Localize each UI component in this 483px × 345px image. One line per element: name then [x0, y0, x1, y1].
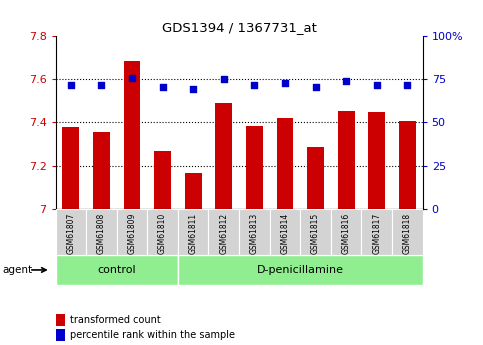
- Bar: [117, 209, 147, 255]
- Bar: [369, 112, 385, 209]
- Text: GSM61812: GSM61812: [219, 213, 228, 254]
- Bar: [399, 121, 416, 209]
- Text: control: control: [98, 265, 136, 275]
- Point: [373, 82, 381, 87]
- Bar: [246, 126, 263, 209]
- Text: GSM61810: GSM61810: [158, 213, 167, 254]
- Bar: [178, 255, 423, 285]
- Bar: [86, 209, 117, 255]
- Text: agent: agent: [2, 265, 32, 275]
- Point: [403, 82, 411, 87]
- Bar: [300, 209, 331, 255]
- Point: [159, 84, 167, 90]
- Text: percentile rank within the sample: percentile rank within the sample: [70, 330, 235, 340]
- Point: [189, 86, 197, 91]
- Bar: [56, 255, 178, 285]
- Bar: [147, 209, 178, 255]
- Point: [281, 80, 289, 86]
- Text: GSM61815: GSM61815: [311, 213, 320, 254]
- Bar: [215, 103, 232, 209]
- Text: GSM61817: GSM61817: [372, 213, 381, 254]
- Bar: [338, 111, 355, 209]
- Point: [128, 75, 136, 80]
- Bar: [185, 173, 201, 209]
- Bar: [124, 61, 141, 209]
- Text: GSM61816: GSM61816: [341, 213, 351, 254]
- Title: GDS1394 / 1367731_at: GDS1394 / 1367731_at: [162, 21, 316, 34]
- Bar: [56, 329, 65, 341]
- Bar: [270, 209, 300, 255]
- Bar: [239, 209, 270, 255]
- Text: GSM61807: GSM61807: [66, 213, 75, 254]
- Text: transformed count: transformed count: [70, 315, 161, 325]
- Bar: [209, 209, 239, 255]
- Point: [220, 77, 227, 82]
- Text: GSM61808: GSM61808: [97, 213, 106, 254]
- Text: GSM61811: GSM61811: [189, 213, 198, 254]
- Text: GSM61818: GSM61818: [403, 213, 412, 254]
- Point: [251, 82, 258, 87]
- Bar: [277, 118, 293, 209]
- Text: GSM61814: GSM61814: [281, 213, 289, 254]
- Bar: [178, 209, 209, 255]
- Bar: [56, 314, 65, 326]
- Point: [342, 78, 350, 84]
- Point: [98, 82, 105, 87]
- Point: [312, 84, 319, 90]
- Bar: [93, 132, 110, 209]
- Text: D-penicillamine: D-penicillamine: [257, 265, 344, 275]
- Bar: [62, 127, 79, 209]
- Bar: [331, 209, 361, 255]
- Point: [67, 82, 75, 87]
- Bar: [361, 209, 392, 255]
- Text: GSM61813: GSM61813: [250, 213, 259, 254]
- Bar: [56, 209, 86, 255]
- Bar: [307, 147, 324, 209]
- Bar: [154, 150, 171, 209]
- Text: GSM61809: GSM61809: [128, 213, 137, 254]
- Bar: [392, 209, 423, 255]
